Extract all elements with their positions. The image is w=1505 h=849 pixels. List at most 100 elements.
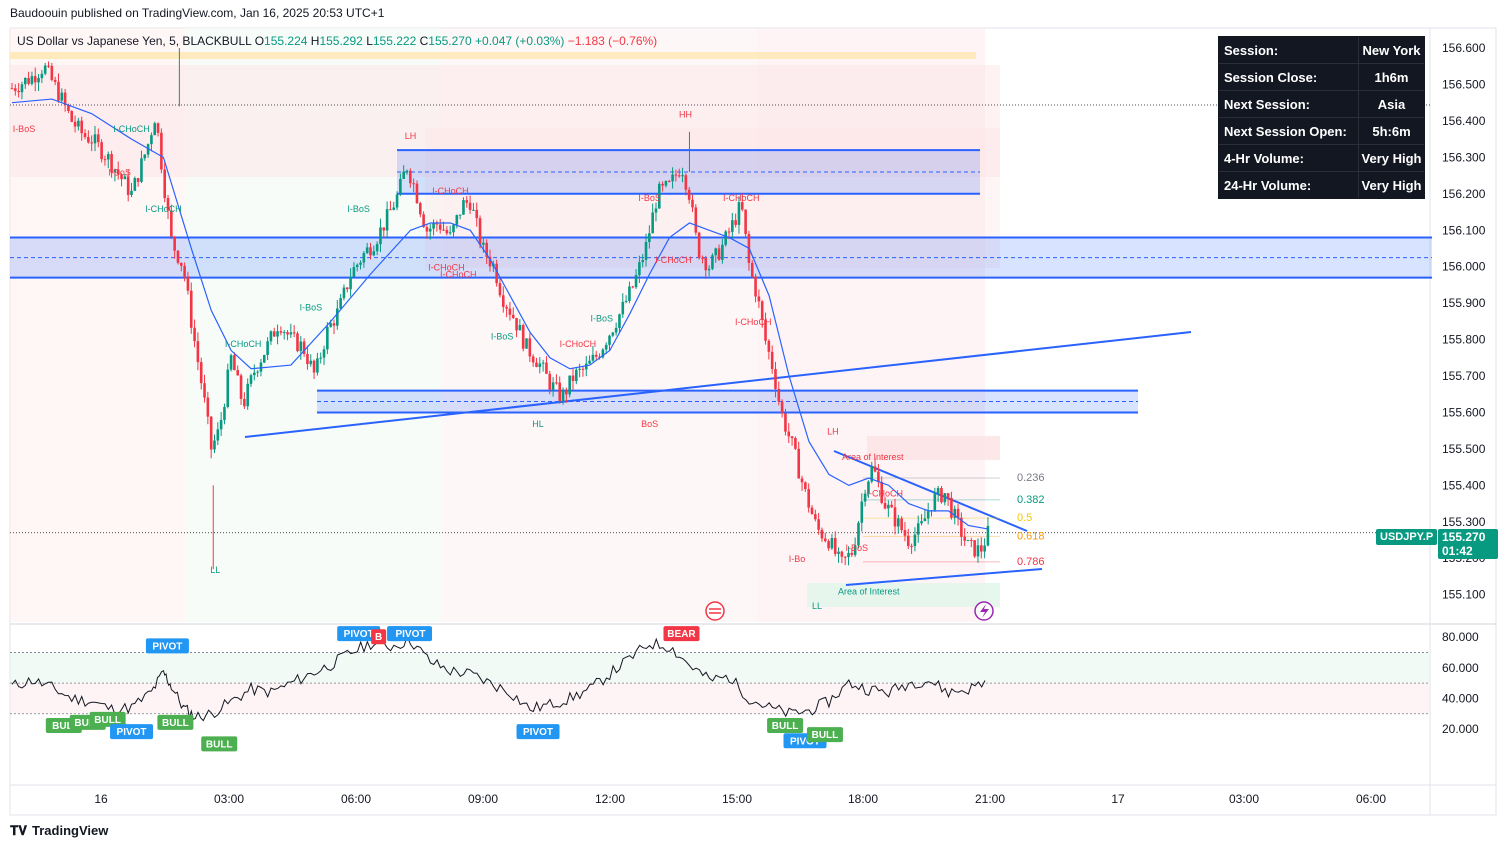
structure-label: LH xyxy=(405,131,417,141)
candle xyxy=(189,290,193,328)
signal-badge xyxy=(767,717,804,733)
candle xyxy=(150,135,153,145)
premium-zone xyxy=(10,65,1000,177)
candle xyxy=(545,362,548,374)
signal-badge xyxy=(89,711,126,727)
structure-label: I-BoS xyxy=(347,204,370,214)
candle xyxy=(279,331,283,333)
candle xyxy=(256,371,259,373)
candle xyxy=(97,134,100,143)
candle xyxy=(428,228,432,232)
candle xyxy=(482,242,485,245)
candle xyxy=(196,341,200,363)
session-key: Session: xyxy=(1219,37,1359,63)
rsi-line xyxy=(11,634,986,722)
signal-label: B xyxy=(375,632,382,643)
candle xyxy=(30,76,34,84)
candle xyxy=(226,369,230,407)
candle xyxy=(707,268,711,271)
candle xyxy=(976,545,980,557)
high-label: H xyxy=(310,34,320,48)
structure-label: Area of Interest xyxy=(838,587,900,597)
candle xyxy=(67,104,70,112)
candle xyxy=(548,373,552,390)
session-value: 5h:6m xyxy=(1372,123,1411,139)
signal-label: BULL xyxy=(162,718,189,729)
candle xyxy=(269,331,273,342)
publisher-line: Baudoouin published on TradingView.com, … xyxy=(10,6,385,20)
candle xyxy=(541,362,545,364)
structure-label: I-CHoCH xyxy=(145,204,182,214)
last-price: 155.270 xyxy=(1442,530,1486,544)
candle xyxy=(27,77,30,84)
candle xyxy=(903,530,907,536)
candle xyxy=(820,529,824,539)
candle xyxy=(814,514,817,520)
candle xyxy=(591,354,595,361)
candle xyxy=(634,275,638,288)
candle xyxy=(681,175,684,177)
candle xyxy=(777,388,781,402)
candle xyxy=(943,493,947,503)
candle xyxy=(146,144,150,155)
candle xyxy=(452,224,455,233)
structure-label: HH xyxy=(679,109,692,119)
candle xyxy=(711,255,714,269)
candle xyxy=(887,504,890,509)
structure-label: I-CHoCH xyxy=(723,193,760,203)
candle xyxy=(47,65,50,67)
candle xyxy=(830,538,834,549)
candle xyxy=(505,306,508,309)
candle xyxy=(372,251,376,256)
candle xyxy=(518,325,522,331)
candle xyxy=(399,178,402,195)
tradingview-logo-icon: 𝐓𝐕 xyxy=(10,823,27,838)
candle xyxy=(654,208,658,213)
signal-badge xyxy=(663,626,700,642)
candle xyxy=(445,229,449,234)
session-value: Asia xyxy=(1377,96,1406,112)
fib-level-label: 0.786 xyxy=(1017,556,1045,568)
candle xyxy=(153,123,157,136)
tradingview-footer[interactable]: 𝐓𝐕 TradingView xyxy=(10,823,108,839)
price-tick-label: 156.000 xyxy=(1442,260,1486,274)
candle xyxy=(402,171,406,179)
price-tick-label: 156.100 xyxy=(1442,223,1486,237)
fib-level-label: 0.382 xyxy=(1017,494,1045,506)
candle xyxy=(179,262,183,266)
signal-label: PIVOT xyxy=(344,629,374,640)
symbol-legend: US Dollar vs Japanese Yen, 5, BLACKBULL … xyxy=(17,34,657,48)
candle xyxy=(790,436,794,439)
candle xyxy=(123,176,127,180)
candle xyxy=(352,267,356,278)
candle xyxy=(50,65,54,80)
candle xyxy=(521,325,525,349)
candle xyxy=(684,175,688,190)
price-tick-label: 156.300 xyxy=(1442,150,1486,164)
candle xyxy=(120,174,123,180)
candle xyxy=(511,314,515,319)
time-tick-label: 15:00 xyxy=(722,792,752,806)
candle xyxy=(687,189,691,200)
candle xyxy=(581,368,585,370)
price-tag: 155.270 01:42 xyxy=(1438,529,1498,559)
structure-label: I-CHoCH xyxy=(735,317,772,327)
candle xyxy=(724,231,727,245)
candle xyxy=(498,283,502,296)
candle xyxy=(664,181,668,186)
signal-badge xyxy=(516,724,560,740)
candle xyxy=(624,301,628,303)
candle xyxy=(319,357,323,359)
candle xyxy=(804,482,807,490)
rsi-lower-band xyxy=(10,683,1430,714)
candle xyxy=(262,354,266,363)
ascending-trendline xyxy=(244,331,1192,438)
candle xyxy=(621,301,625,315)
candle xyxy=(940,488,943,503)
candle xyxy=(780,401,784,414)
candle xyxy=(764,319,767,341)
candle xyxy=(409,170,412,184)
candle xyxy=(661,183,664,186)
session-row: 4-Hr Volume: Very High xyxy=(1219,145,1424,172)
